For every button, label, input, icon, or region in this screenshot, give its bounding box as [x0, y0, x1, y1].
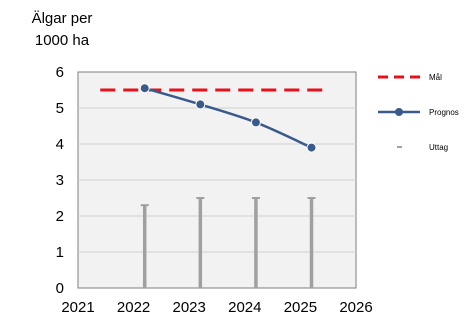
x-tick-label: 2025	[284, 299, 317, 316]
x-ticks: 2021 2022 2023 2024 2025 2026	[61, 299, 372, 316]
x-tick-label: 2026	[339, 299, 372, 316]
series-point	[195, 99, 206, 110]
x-tick-label: 2023	[173, 299, 206, 316]
legend-label: Uttag	[429, 143, 448, 152]
x-tick-label: 2022	[117, 299, 150, 316]
y-axis-title: Älgar per 1000 ha	[31, 10, 93, 49]
lines-layer	[100, 83, 329, 153]
y-tick-label: 3	[56, 172, 64, 189]
series-line-prognos	[144, 86, 313, 149]
y-ticks: 0 1 2 3 4 5 6	[56, 64, 64, 297]
series-point	[250, 117, 261, 128]
legend: Mål Prognos Uttag	[378, 73, 459, 152]
legend-marker	[395, 108, 403, 116]
y-tick-label: 0	[56, 280, 64, 297]
legend-label: Mål	[429, 73, 442, 82]
bars-layer	[140, 197, 316, 288]
series-point	[139, 83, 150, 94]
series-point	[306, 142, 317, 153]
y-tick-label: 5	[56, 100, 64, 117]
y-tick-label: 4	[56, 136, 64, 153]
y-tick-label: 2	[56, 208, 64, 225]
y-tick-label: 1	[56, 244, 64, 261]
x-tick-label: 2024	[228, 299, 261, 316]
y-tick-label: 6	[56, 64, 64, 81]
x-tick-label: 2021	[61, 299, 94, 316]
legend-label: Prognos	[429, 108, 459, 117]
